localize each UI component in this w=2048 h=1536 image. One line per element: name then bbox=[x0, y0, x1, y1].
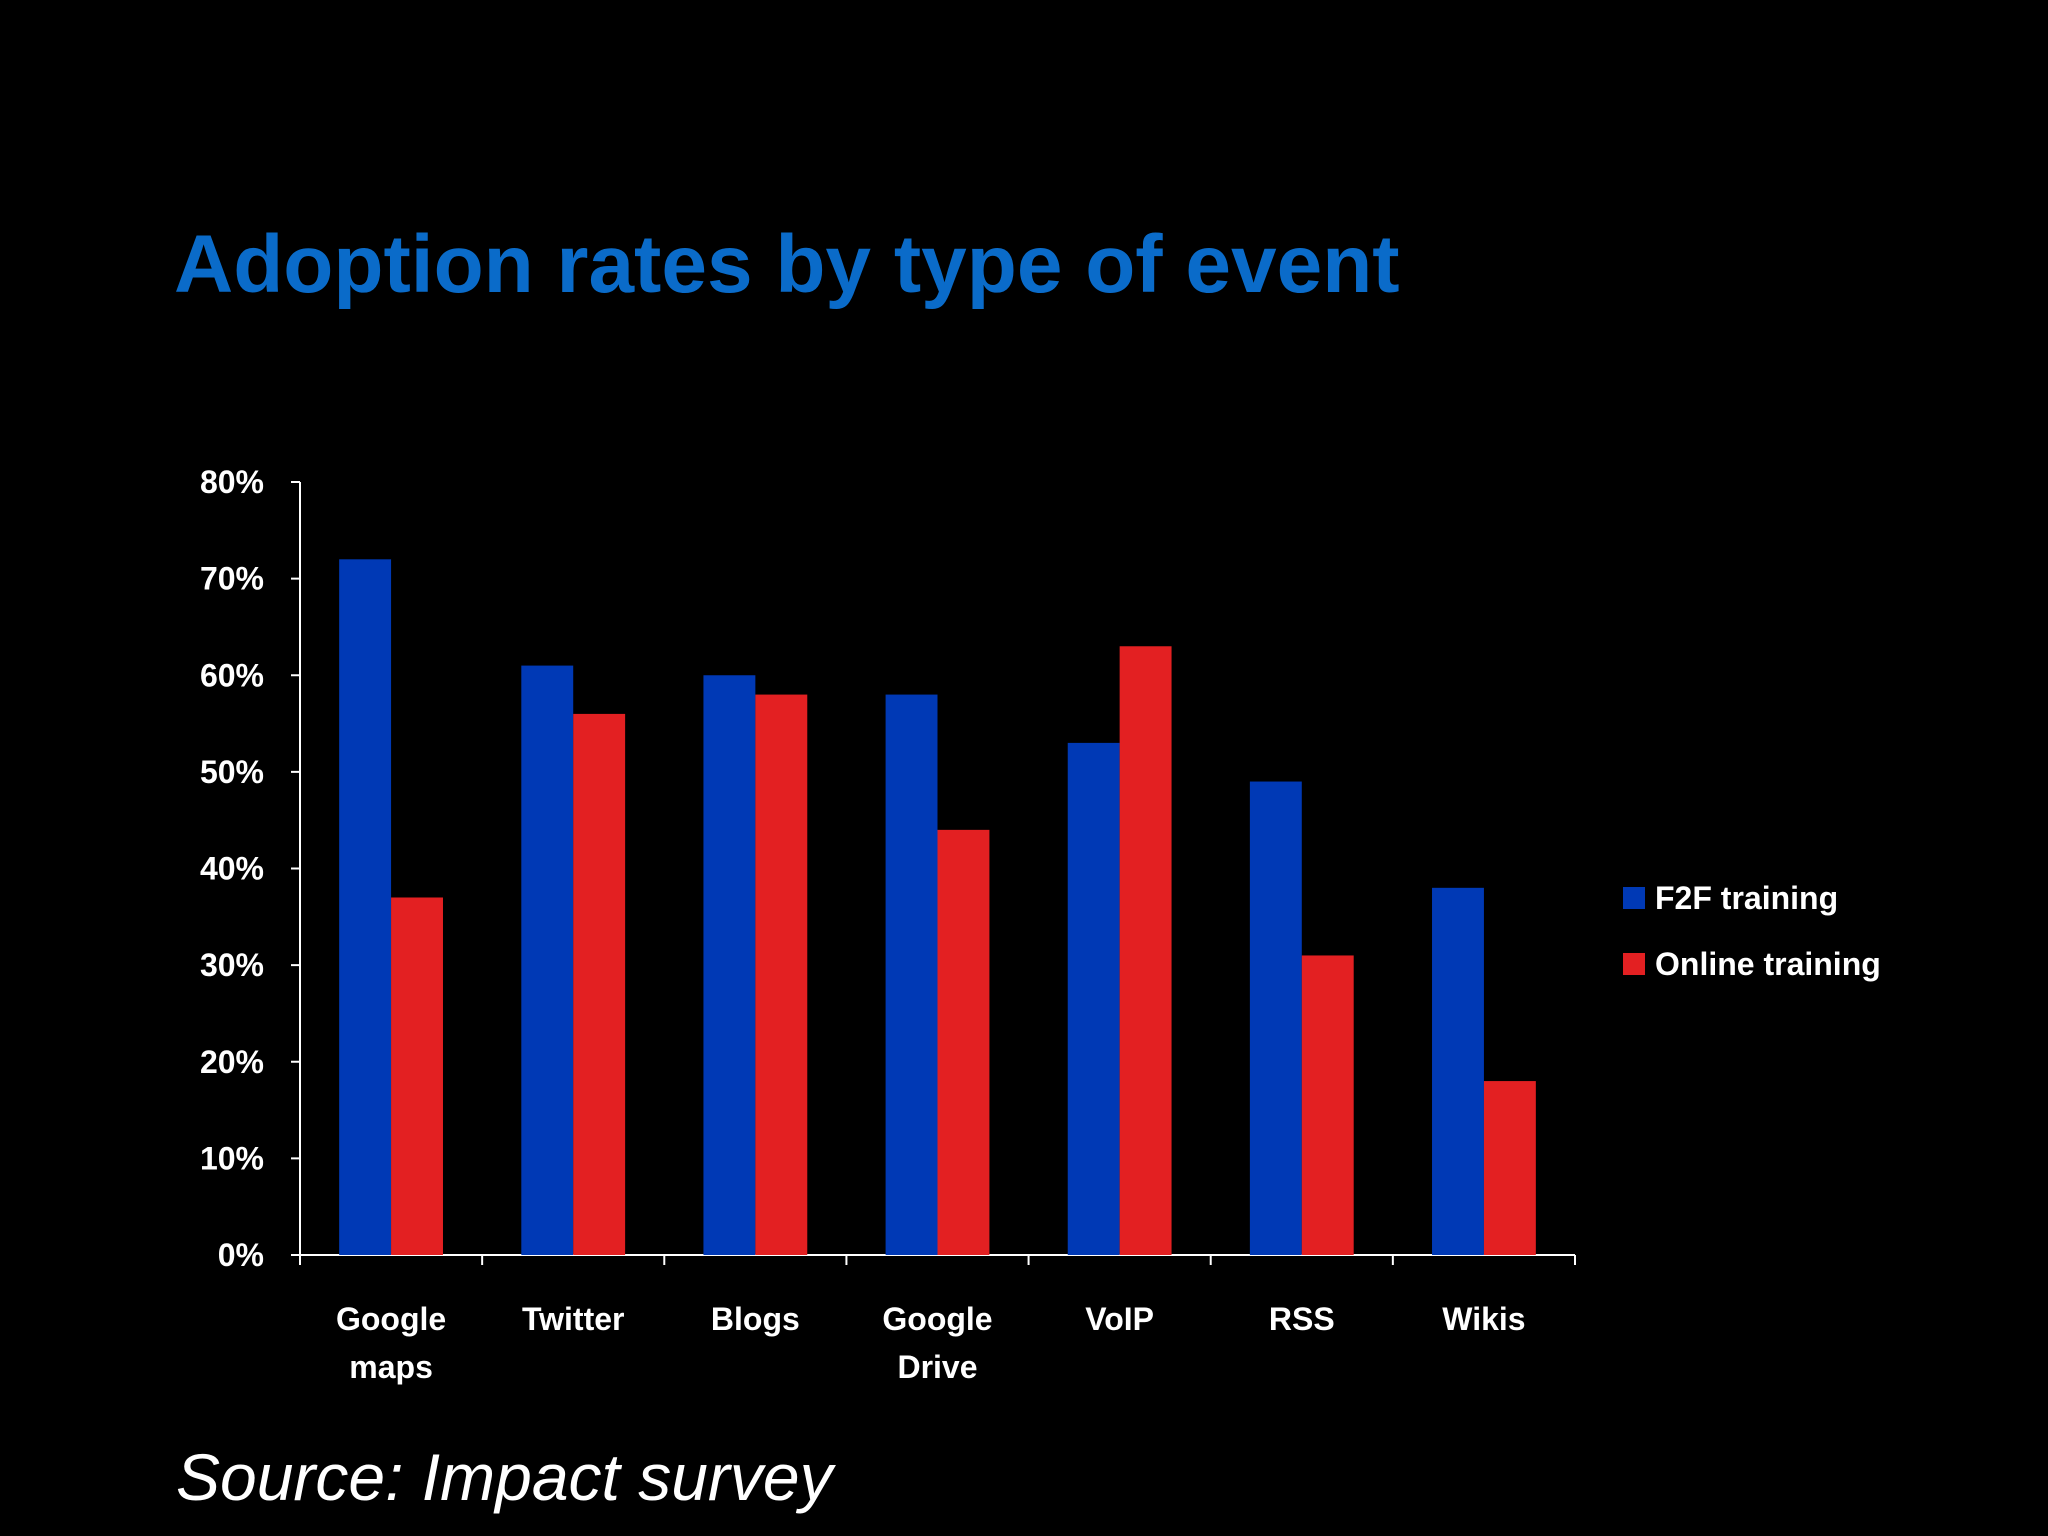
bar bbox=[339, 559, 392, 1255]
x-tick-label: VoIP bbox=[1085, 1301, 1154, 1337]
bar bbox=[521, 665, 574, 1255]
bar bbox=[391, 897, 443, 1255]
bar bbox=[937, 829, 990, 1255]
legend-label: Online training bbox=[1655, 946, 1881, 982]
bar bbox=[1119, 646, 1172, 1255]
y-tick-label: 60% bbox=[200, 657, 264, 693]
y-tick-label: 10% bbox=[200, 1140, 264, 1176]
x-tick-label: Wikis bbox=[1442, 1301, 1526, 1337]
legend-label: F2F training bbox=[1655, 880, 1838, 916]
bar bbox=[573, 713, 626, 1255]
y-tick-label: 20% bbox=[200, 1044, 264, 1080]
y-tick-label: 40% bbox=[200, 851, 264, 887]
x-tick-label: Google Drive bbox=[882, 1301, 993, 1385]
bar bbox=[755, 694, 808, 1255]
bar bbox=[703, 675, 756, 1255]
legend-swatch bbox=[1623, 953, 1645, 975]
bar bbox=[1067, 742, 1120, 1255]
x-tick-label: Twitter bbox=[521, 1301, 625, 1337]
chart-title: Adoption rates by type of event bbox=[174, 219, 1400, 310]
bar bbox=[1483, 1081, 1536, 1255]
bar bbox=[1249, 781, 1302, 1255]
legend-swatch bbox=[1623, 887, 1645, 909]
bar bbox=[1432, 887, 1484, 1255]
bar bbox=[1301, 955, 1354, 1255]
y-tick-label: 0% bbox=[218, 1237, 264, 1273]
x-tick-label: Blogs bbox=[710, 1301, 800, 1337]
y-tick-label: 80% bbox=[200, 464, 264, 500]
source-note: Source: Impact survey bbox=[176, 1440, 837, 1514]
bar bbox=[885, 694, 938, 1255]
x-tick-label: RSS bbox=[1268, 1301, 1335, 1337]
y-tick-label: 50% bbox=[200, 754, 264, 790]
y-tick-label: 70% bbox=[200, 561, 264, 597]
x-tick-label: Google maps bbox=[335, 1301, 447, 1385]
y-tick-label: 30% bbox=[200, 947, 264, 983]
